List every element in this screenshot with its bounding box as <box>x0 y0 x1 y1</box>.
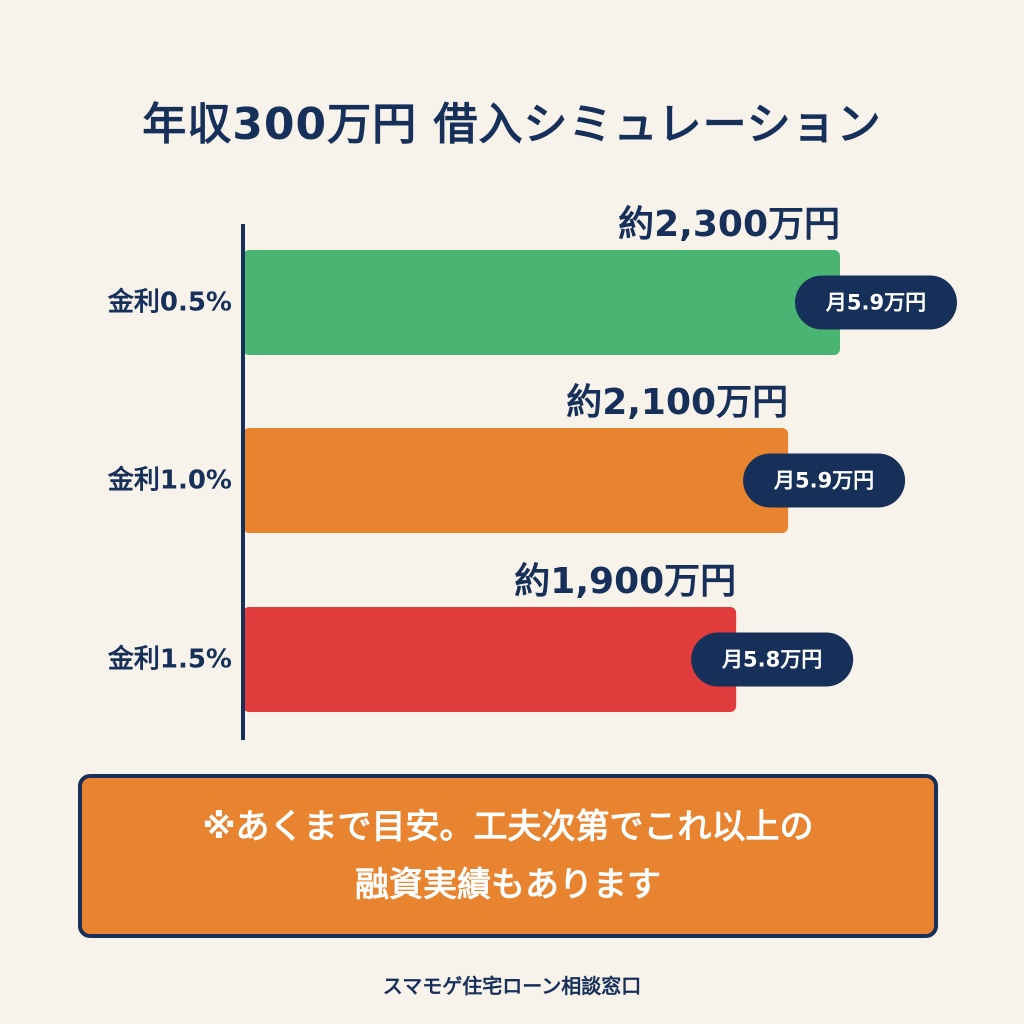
value-label: 約1,900万円 <box>514 561 736 602</box>
monthly-label: 月5.8万円 <box>721 648 822 672</box>
monthly-badge <box>743 453 906 508</box>
note-text: ※あくまで目安。工夫次第でこれ以上の融資実績もあります <box>202 807 814 905</box>
footer-text: スマモゲ住宅ローン相談窓口 <box>382 974 642 998</box>
bar <box>243 250 840 355</box>
category-label: 金利1.5% <box>107 644 232 675</box>
monthly-badge <box>795 275 957 330</box>
monthly-label: 月5.9万円 <box>825 291 926 315</box>
category-label: 金利1.0% <box>107 465 232 496</box>
chart-title: 年収300万円 借入シミュレーション <box>142 99 882 150</box>
value-label: 約2,100万円 <box>566 382 788 423</box>
category-label: 金利0.5% <box>107 287 232 318</box>
monthly-label: 月5.9万円 <box>773 469 874 493</box>
note-box: ※あくまで目安。工夫次第でこれ以上の融資実績もあります <box>78 774 938 938</box>
bar <box>243 607 737 712</box>
value-label: 約2,300万円 <box>618 204 840 245</box>
bar <box>243 428 789 533</box>
monthly-badge <box>691 632 854 687</box>
bar-chart: 金利0.5%約2,300万円月5.9万円金利1.0%約2,100万円月5.9万円… <box>107 204 957 740</box>
